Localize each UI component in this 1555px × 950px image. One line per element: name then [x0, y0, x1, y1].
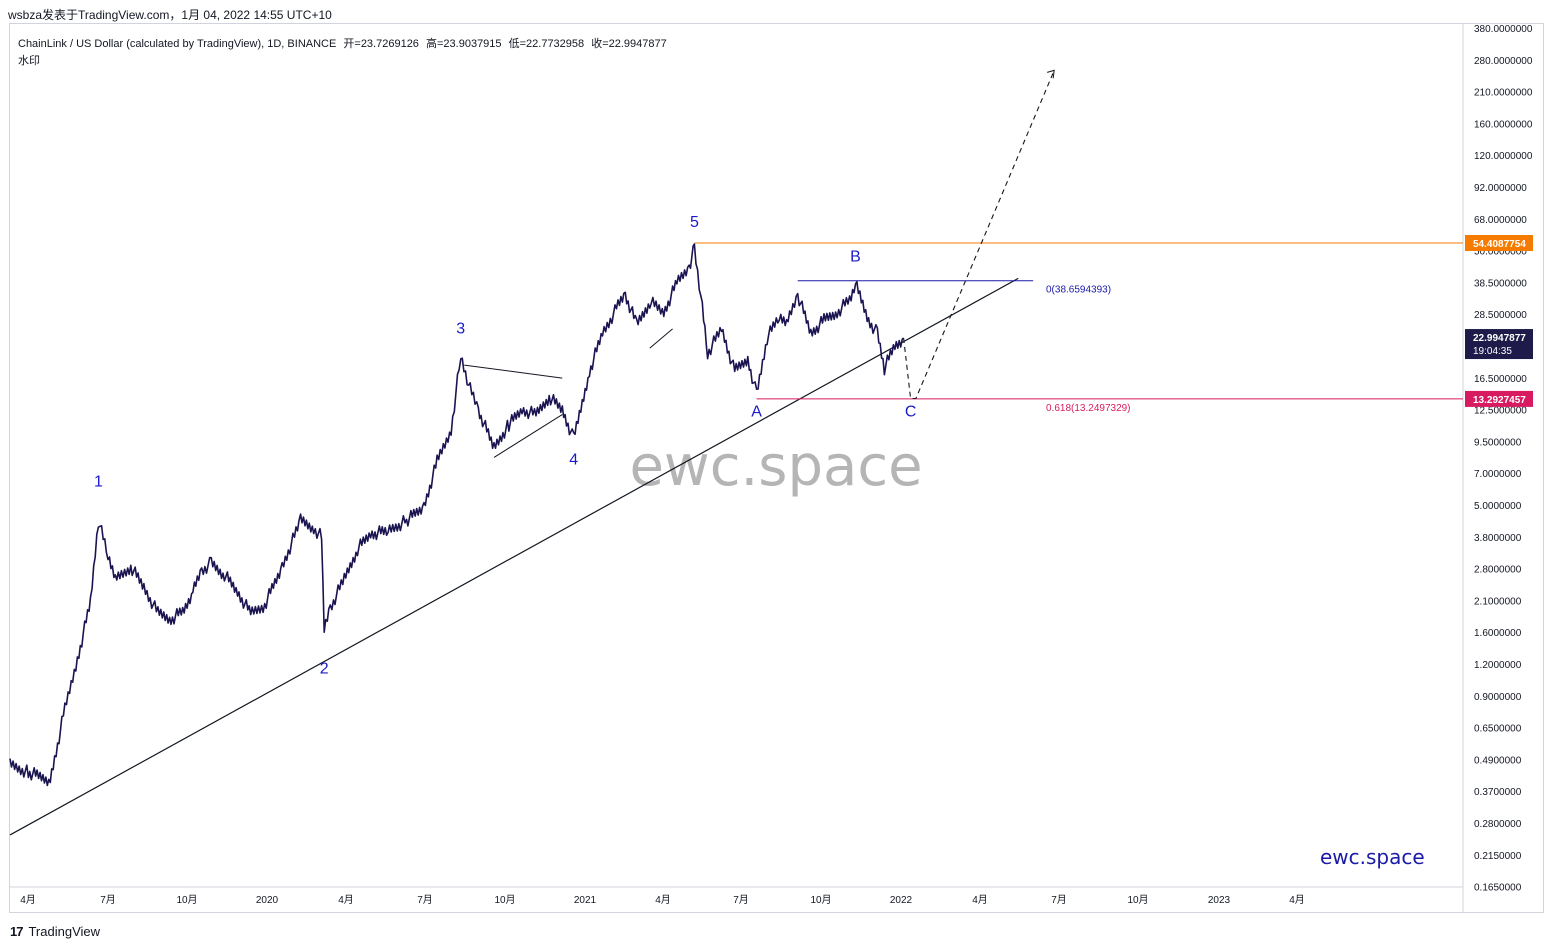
x-tick-label: 7月: [417, 894, 433, 906]
wave-label-3: 3: [456, 320, 465, 337]
high-value: 高=23.9037915: [426, 38, 502, 50]
trendlines[interactable]: [9, 277, 1019, 836]
y-tick-label: 0.2150000: [1474, 851, 1522, 862]
close-value: 收=22.9947877: [591, 38, 667, 50]
x-tick-label: 4月: [1289, 894, 1305, 906]
level-label: 0(38.6594393): [1046, 285, 1111, 296]
y-tick-label: 280.0000000: [1474, 56, 1533, 67]
y-tick-label: 38.5000000: [1474, 278, 1527, 289]
price-levels[interactable]: 0(38.6594393) 0.618(13.2497329): [694, 242, 1463, 414]
projection-series[interactable]: [903, 69, 1055, 400]
y-tick-label: 2.1000000: [1474, 596, 1522, 607]
support-trendline: [9, 277, 1019, 836]
x-tick-label: 7月: [1051, 894, 1067, 906]
x-tick-label: 4月: [655, 894, 671, 906]
tradingview-footer[interactable]: 17 TradingView: [10, 924, 100, 939]
fib-level-tag: 13.2927457: [1473, 395, 1526, 406]
last-price-tag-bg: [1465, 329, 1533, 360]
fib-level-tag-bg: [1465, 390, 1533, 407]
corner-watermark: ewc.space: [1320, 845, 1425, 869]
orange-level-tag: 54.4087754: [1473, 239, 1526, 250]
wave-label-A: A: [751, 403, 762, 420]
y-tick-label: 160.0000000: [1474, 119, 1533, 130]
y-tick-label: 1.2000000: [1474, 660, 1522, 671]
watermark-indicator-label[interactable]: 水印: [18, 55, 40, 67]
x-tick-label: 10月: [176, 894, 197, 906]
y-tick-label: 210.0000000: [1474, 88, 1533, 99]
y-tick-label: 12.5000000: [1474, 406, 1527, 417]
y-tick-label: 0.9000000: [1474, 692, 1522, 703]
y-tick-label: 9.5000000: [1474, 437, 1522, 448]
price-series: [9, 243, 905, 787]
x-tick-label: 2020: [256, 895, 279, 906]
open-value: 开=23.7269126: [343, 38, 419, 50]
x-tick-label: 10月: [494, 894, 515, 906]
y-tick-label: 2.8000000: [1474, 565, 1522, 576]
x-tick-label: 4月: [20, 894, 36, 906]
projection-path: [903, 70, 1055, 400]
x-tick-label: 2021: [574, 895, 597, 906]
y-tick-label: 0.2800000: [1474, 819, 1522, 830]
brand-name: TradingView: [28, 924, 101, 939]
price-line: [9, 243, 905, 787]
wave-label-5: 5: [690, 214, 699, 231]
y-axis: 380.0000000 280.0000000 210.0000000 160.000…: [1474, 24, 1533, 894]
y-tick-label: 92.0000000: [1474, 183, 1527, 194]
y-tick-label: 50.0000000: [1474, 247, 1527, 258]
x-tick-label: 10月: [810, 894, 831, 906]
y-tick-label: 380.0000000: [1474, 24, 1533, 35]
x-tick-label: 10月: [1127, 894, 1148, 906]
publish-info: wsbza发表于TradingView.com，1月 04, 2022 14:5…: [8, 8, 332, 22]
center-watermark: ewc.space: [629, 434, 922, 499]
wave-label-C: C: [905, 403, 917, 420]
wave-label-1: 1: [94, 473, 103, 490]
y-tick-label: 0.1650000: [1474, 883, 1522, 894]
x-tick-label: 2022: [890, 895, 913, 906]
y-tick-label: 120.0000000: [1474, 151, 1533, 162]
x-tick-label: 2023: [1208, 895, 1231, 906]
x-tick-label: 7月: [100, 894, 116, 906]
projection-arrow-icon: [1047, 69, 1055, 79]
x-tick-label: 4月: [338, 894, 354, 906]
y-tick-label: 1.6000000: [1474, 628, 1522, 639]
triangle-upper-line: [464, 364, 563, 379]
y-tick-label: 0.6500000: [1474, 724, 1522, 735]
wave-label-4: 4: [569, 452, 578, 469]
y-tick-label: 0.4900000: [1474, 755, 1522, 766]
wave-label-B: B: [850, 249, 861, 266]
y-tick-label: 7.0000000: [1474, 469, 1522, 480]
orange-level-tag-bg: [1465, 235, 1533, 251]
y-tick-label: 0.3700000: [1474, 787, 1522, 798]
x-axis: 4月 7月 10月 2020 4月 7月 10月 2021 4月 7月 10月 2022 4月 7月 10月…: [10, 24, 1464, 912]
symbol-name[interactable]: ChainLink / US Dollar (calculated by Tra…: [18, 38, 337, 50]
y-tick-label: 16.5000000: [1474, 374, 1527, 385]
triangle-lower-line: [493, 414, 563, 458]
wave-label-2: 2: [320, 661, 329, 678]
x-tick-label: 4月: [972, 894, 988, 906]
axis-price-tags: 54.4087754 13.2927457 22.9947877 19:04:35: [1465, 235, 1533, 407]
y-tick-label: 28.5000000: [1474, 310, 1527, 321]
countdown-tag: 19:04:35: [1473, 346, 1512, 357]
level-label: 0.618(13.2497329): [1046, 403, 1131, 414]
tradingview-logo-icon: 17: [10, 924, 24, 939]
chart-frame: [9, 23, 1544, 913]
symbol-legend: ChainLink / US Dollar (calculated by Tra…: [18, 35, 671, 51]
wave-labels: 1 2 3 4 5 A B C: [94, 214, 916, 678]
low-value: 低=22.7732958: [508, 38, 585, 50]
x-tick-label: 7月: [733, 894, 749, 906]
channel-line: [649, 328, 673, 349]
y-tick-label: 5.0000000: [1474, 501, 1522, 512]
y-tick-label: 68.0000000: [1474, 215, 1527, 226]
last-price-tag: 22.9947877: [1473, 333, 1526, 344]
y-tick-label: 3.8000000: [1474, 533, 1522, 544]
